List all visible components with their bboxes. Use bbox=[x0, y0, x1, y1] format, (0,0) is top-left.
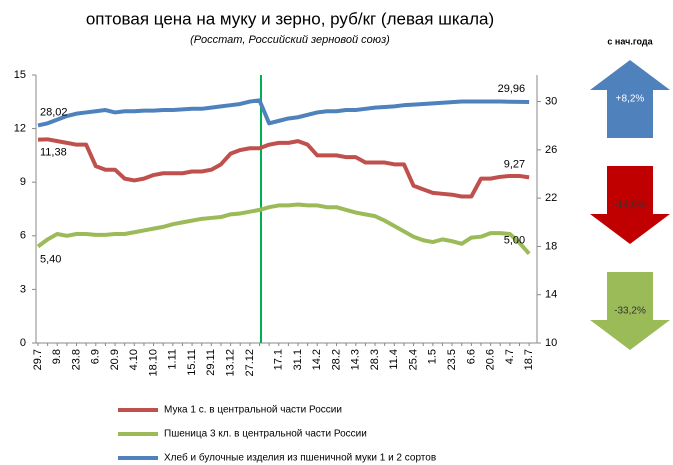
y2-tick-label: 10 bbox=[545, 337, 557, 349]
y2-tick-label: 22 bbox=[545, 192, 557, 204]
chart-title: оптовая цена на муку и зерно, руб/кг (ле… bbox=[86, 9, 494, 28]
x-tick-label: 14.3 bbox=[350, 349, 362, 370]
data-label: 28,02 bbox=[40, 106, 68, 118]
x-tick-label: 20.9 bbox=[109, 349, 121, 370]
change-arrow bbox=[590, 60, 670, 138]
x-tick-label: 15.11 bbox=[186, 349, 198, 376]
y-tick-label: 0 bbox=[20, 337, 26, 349]
y2-tick-label: 30 bbox=[545, 95, 557, 107]
y-tick-label: 3 bbox=[20, 283, 26, 295]
change-label: -33,2% bbox=[614, 306, 646, 317]
change-arrow bbox=[590, 166, 670, 244]
x-tick-label: 25.4 bbox=[407, 349, 419, 370]
legend-label: Мука 1 с. в центральной части России bbox=[164, 405, 342, 416]
y-tick-label: 15 bbox=[14, 69, 26, 81]
chart-subtitle: (Росстат, Российский зерновой союз) bbox=[190, 34, 390, 46]
x-tick-label: 29.11 bbox=[205, 349, 217, 376]
x-tick-label: 23.5 bbox=[446, 349, 458, 370]
x-tick-label: 6.9 bbox=[90, 349, 102, 364]
series-line bbox=[37, 98, 530, 128]
series-line bbox=[36, 202, 531, 256]
x-tick-label: 29.7 bbox=[32, 349, 44, 370]
x-tick-label: 23.8 bbox=[70, 349, 82, 370]
x-tick-label: 6.6 bbox=[465, 349, 477, 364]
x-tick-label: 11.4 bbox=[388, 349, 400, 370]
x-tick-label: 14.2 bbox=[311, 349, 323, 370]
data-label: 5,40 bbox=[40, 253, 61, 265]
x-tick-label: 18.7 bbox=[523, 349, 535, 370]
y-tick-label: 6 bbox=[20, 230, 26, 242]
y-tick-label: 12 bbox=[14, 123, 26, 135]
y2-tick-label: 18 bbox=[545, 240, 557, 252]
data-label: 9,27 bbox=[504, 158, 525, 170]
x-tick-label: 9.8 bbox=[51, 349, 63, 364]
x-tick-label: 4.10 bbox=[128, 349, 140, 370]
x-tick-label: 18.10 bbox=[147, 349, 159, 377]
legend-label: Хлеб и булочные изделия из пшеничной мук… bbox=[164, 452, 436, 464]
change-label: -14,6% bbox=[614, 200, 646, 211]
x-tick-label: 27.12 bbox=[244, 349, 256, 377]
x-tick-label: 1.11 bbox=[167, 349, 179, 370]
x-tick-label: 1.5 bbox=[427, 349, 439, 364]
x-tick-label: 28.3 bbox=[369, 349, 381, 370]
y2-tick-label: 14 bbox=[545, 289, 557, 301]
data-label: 11,38 bbox=[40, 147, 67, 159]
x-tick-label: 31.1 bbox=[292, 349, 304, 370]
x-tick-label: 13.12 bbox=[225, 349, 237, 377]
y2-tick-label: 26 bbox=[545, 144, 557, 156]
data-label: 29,96 bbox=[498, 83, 526, 95]
x-tick-label: 20.6 bbox=[485, 349, 497, 370]
change-label: +8,2% bbox=[616, 94, 645, 105]
x-tick-label: 4.7 bbox=[504, 349, 516, 364]
change-arrow bbox=[590, 272, 670, 350]
series-line bbox=[37, 137, 530, 199]
y-tick-label: 9 bbox=[20, 176, 26, 188]
panel-title: с нач.года bbox=[607, 36, 653, 46]
x-tick-label: 28.2 bbox=[330, 349, 342, 370]
x-tick-label: 17.1 bbox=[273, 349, 285, 370]
data-label: 5,00 bbox=[504, 235, 525, 247]
legend-label: Пшеница 3 кл. в центральной части России bbox=[164, 429, 367, 440]
